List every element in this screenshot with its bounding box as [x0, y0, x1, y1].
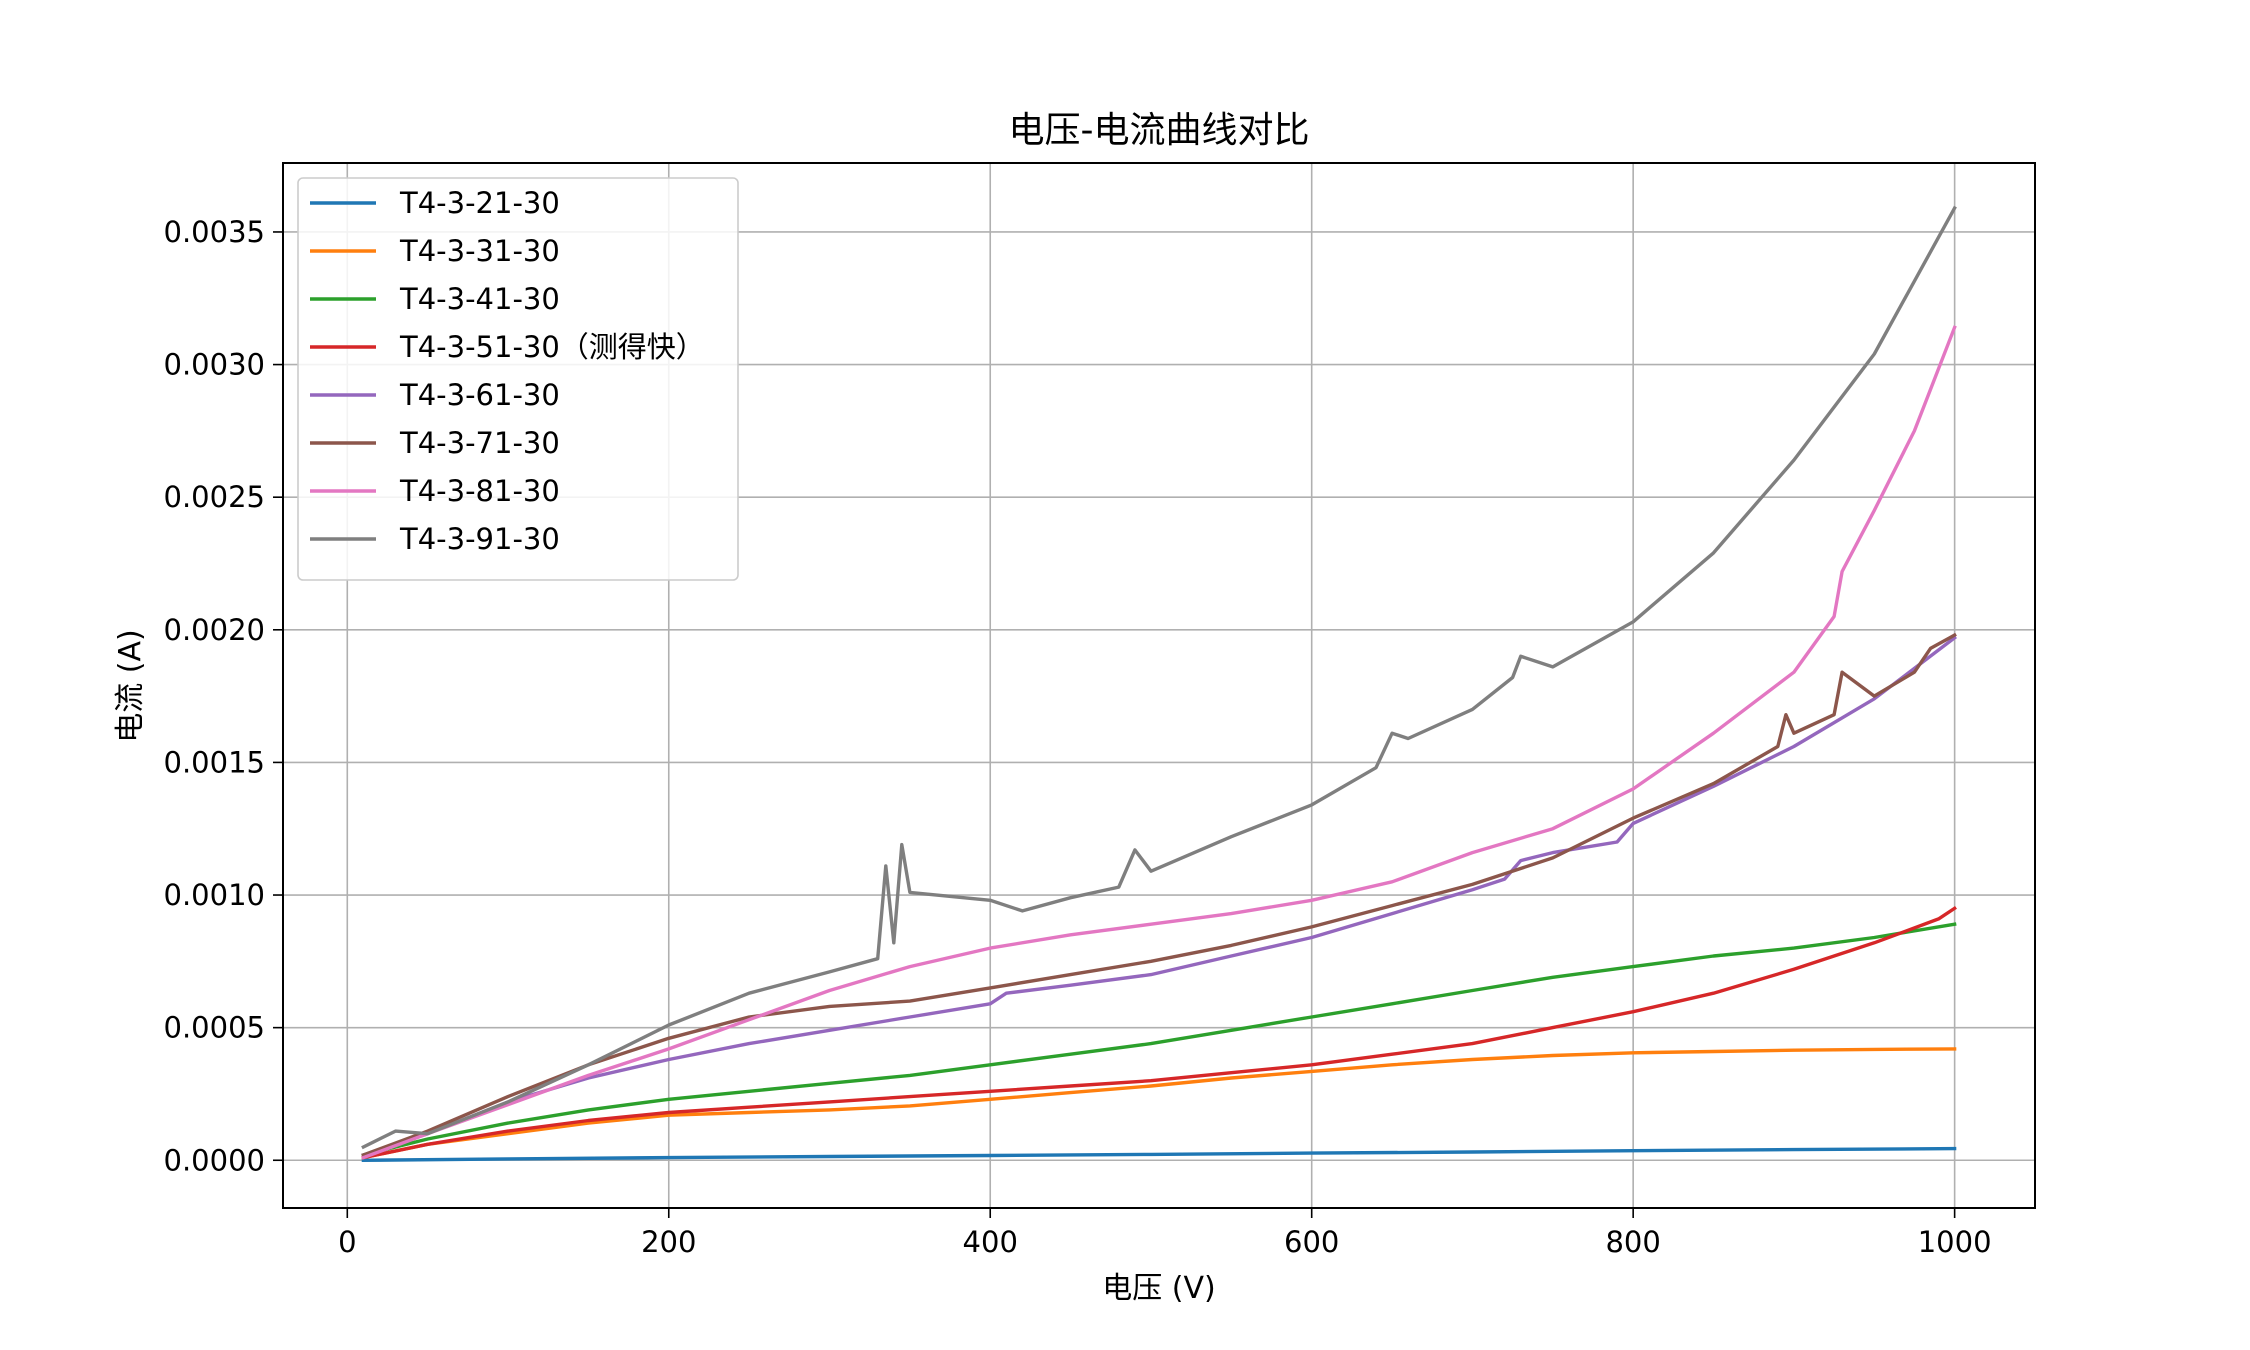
x-axis-label: 电压 (V) — [1102, 1271, 1215, 1306]
legend: T4-3-21-30 T4-3-31-30 T4-3-41-30 T4-3-51-30… — [297, 177, 739, 581]
y-tick-label: 0.0015 — [164, 745, 265, 779]
legend-entry-8: T4-3-91-30 — [399, 522, 560, 556]
x-tick-label: 1000 — [1918, 1225, 1992, 1259]
series-line-6 — [361, 632, 1957, 1158]
series-line-4 — [361, 905, 1957, 1160]
legend-entry-7: T4-3-81-30 — [399, 474, 560, 508]
chart-title: 电压-电流曲线对比 — [1009, 110, 1310, 151]
series-lines — [361, 205, 1957, 1163]
legend-entry-6: T4-3-71-30 — [399, 426, 560, 460]
series-line-7 — [361, 325, 1957, 1160]
y-tick-label: 0.0030 — [164, 348, 265, 382]
series-line-3 — [361, 922, 1957, 1158]
legend-entry-1: T4-3-21-30 — [399, 186, 560, 220]
y-tick-label: 0.0010 — [164, 878, 265, 912]
series-line-2 — [361, 1047, 1957, 1160]
y-tick-label: 0.0005 — [164, 1011, 265, 1045]
plot-frame — [282, 162, 2036, 1209]
x-tick-label: 0 — [338, 1225, 356, 1259]
x-tick-label: 200 — [641, 1225, 696, 1259]
y-tick-label: 0.0000 — [164, 1143, 265, 1177]
x-tick-label: 800 — [1605, 1225, 1660, 1259]
y-tick-label: 0.0035 — [164, 215, 265, 249]
legend-entry-5: T4-3-61-30 — [399, 378, 560, 412]
grid — [283, 163, 2035, 1208]
axis-ticks: 0 200 400 600 800 1000 0.0000 0.0005 0.0010 0.001… — [164, 215, 1992, 1259]
x-tick-label: 600 — [1284, 1225, 1339, 1259]
legend-entry-3: T4-3-41-30 — [399, 282, 560, 316]
legend-entry-2: T4-3-31-30 — [399, 234, 560, 268]
legend-entry-4: T4-3-51-30（测得快） — [399, 330, 705, 364]
y-axis-label: 电流 (A) — [113, 629, 148, 742]
y-tick-label: 0.0020 — [164, 613, 265, 647]
series-line-1 — [361, 1146, 1957, 1163]
legend-box — [297, 177, 739, 581]
y-tick-label: 0.0025 — [164, 480, 265, 514]
series-line-8 — [361, 205, 1957, 1150]
series-line-5 — [361, 635, 1957, 1158]
x-tick-label: 400 — [963, 1225, 1018, 1259]
